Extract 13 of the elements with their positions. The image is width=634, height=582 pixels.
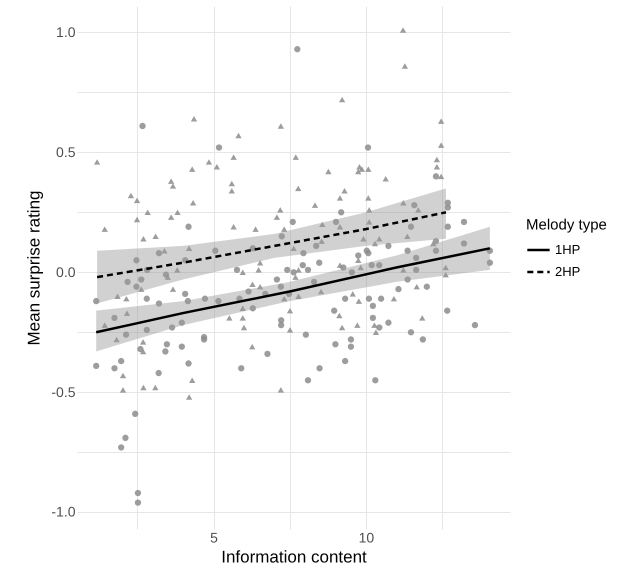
x-tick-label: 5 <box>210 530 218 546</box>
y-axis-title: Mean surprise rating <box>24 190 44 346</box>
legend-label: 1HP <box>555 242 580 257</box>
legend-title: Melody type <box>526 216 607 234</box>
line-series <box>96 211 448 278</box>
y-tick-label: -1.0 <box>51 504 76 520</box>
y-tick-label: 0.5 <box>56 144 76 160</box>
legend-label: 2HP <box>555 264 580 279</box>
x-tick-label: 10 <box>358 530 374 546</box>
y-tick-label: 0.0 <box>56 264 76 280</box>
x-axis-title: Information content <box>221 548 368 566</box>
y-tick-label: -0.5 <box>51 384 76 400</box>
y-tick-label: 1.0 <box>56 24 76 40</box>
